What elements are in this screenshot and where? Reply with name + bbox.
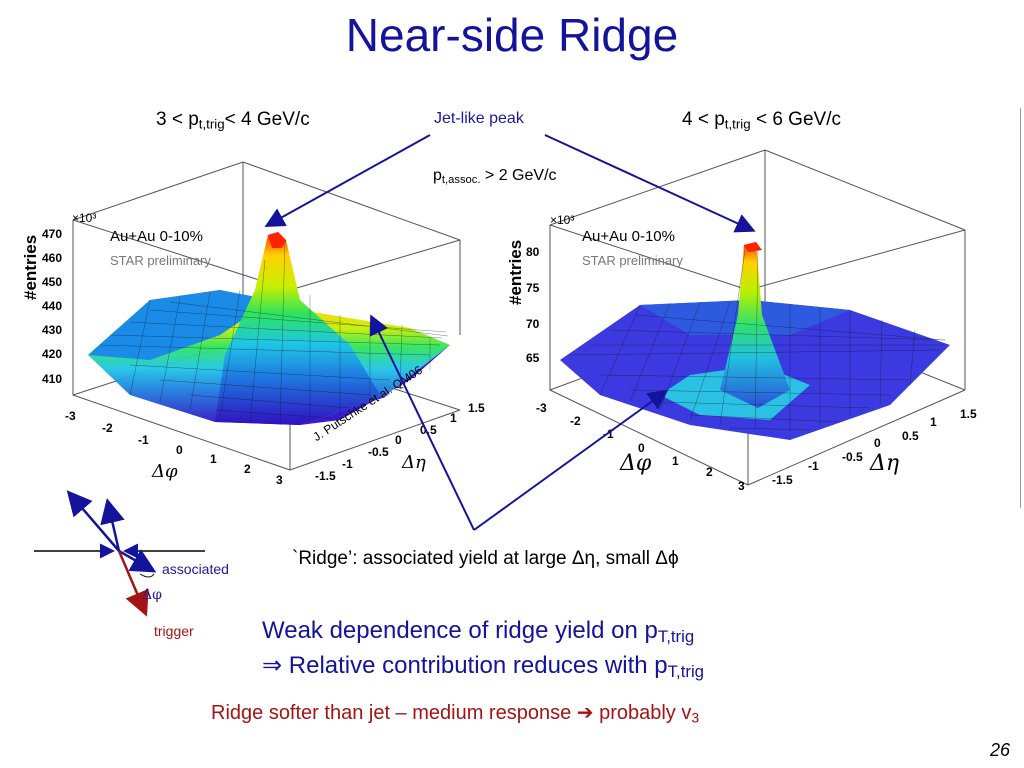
right-yticks: 80 75 70 65 bbox=[526, 245, 540, 365]
etick: 1.5 bbox=[468, 401, 485, 415]
associated-label: associated bbox=[162, 561, 229, 577]
left-prelim: STAR preliminary bbox=[110, 253, 211, 268]
etick: -1.5 bbox=[315, 469, 336, 483]
right-arrow-icon: ➔ bbox=[576, 702, 594, 724]
page-number: 26 bbox=[990, 740, 1011, 760]
left-plot-svg: 470 460 450 440 430 420 410 ×10³ #entrie… bbox=[21, 161, 485, 487]
ytick: 65 bbox=[526, 351, 540, 365]
jet-arrow-left bbox=[264, 134, 431, 227]
trigger-label: trigger bbox=[154, 623, 194, 639]
xtick: 3 bbox=[738, 479, 745, 493]
etick: -1.5 bbox=[772, 473, 793, 487]
xtick: 2 bbox=[706, 465, 713, 479]
left-yticks: 470 460 450 440 430 420 410 bbox=[42, 227, 62, 386]
relative-contribution-line: ⇒ Relative contribution reduces with pT,… bbox=[262, 652, 705, 682]
xtick: -2 bbox=[102, 421, 113, 435]
etick: 1.5 bbox=[960, 407, 977, 421]
jet-arrow-right bbox=[544, 134, 756, 233]
right-ylabel: #entries bbox=[506, 240, 525, 305]
etick: 1 bbox=[930, 415, 937, 429]
right-dphi-label: Δφ bbox=[619, 451, 652, 476]
etick: -1 bbox=[342, 457, 353, 471]
left-dphi-label: Δφ bbox=[151, 461, 178, 482]
trigger-diagram bbox=[34, 490, 205, 617]
ytick: 420 bbox=[42, 347, 62, 361]
left-ylabel: #entries bbox=[21, 235, 40, 300]
ytick: 440 bbox=[42, 299, 62, 313]
weak-dependence-line: Weak dependence of ridge yield on pT,tri… bbox=[262, 617, 695, 647]
dphi-label: Δφ bbox=[142, 587, 162, 603]
left-deta-label: Δη bbox=[401, 452, 426, 473]
right-deta-ticks: -1.5 -1 -0.5 0 0.5 1 1.5 bbox=[772, 407, 977, 487]
ridge-arrow-right bbox=[473, 389, 669, 531]
xtick: 0 bbox=[176, 443, 183, 457]
ridge-arrow-left bbox=[369, 314, 475, 531]
xtick: -3 bbox=[536, 401, 547, 415]
ytick: 70 bbox=[526, 317, 540, 331]
left-legend: Au+Au 0-10% bbox=[110, 228, 203, 245]
etick: 1 bbox=[450, 411, 457, 425]
left-lego-plot: 470 460 450 440 430 420 410 ×10³ #entrie… bbox=[10, 140, 490, 500]
xtick: -2 bbox=[570, 414, 581, 428]
ytick: 430 bbox=[42, 323, 62, 337]
xtick: 1 bbox=[210, 452, 217, 466]
etick: -0.5 bbox=[842, 450, 863, 464]
ytick: 470 bbox=[42, 227, 62, 241]
right-edge-divider bbox=[1020, 108, 1021, 508]
xtick: 0 bbox=[638, 441, 645, 455]
right-mesh bbox=[569, 247, 946, 432]
right-deta-label: Δη bbox=[869, 451, 899, 476]
right-panel-heading: 4 < pt,trig < 6 GeV/c bbox=[682, 109, 841, 132]
ytick: 460 bbox=[42, 251, 62, 265]
ytick: 410 bbox=[42, 372, 62, 386]
assoc-pt-label: pt,assoc. > 2 GeV/c bbox=[433, 167, 557, 186]
xtick: 2 bbox=[244, 462, 251, 476]
page-title: Near-side Ridge bbox=[345, 9, 679, 61]
left-panel-heading: 3 < pt,trig< 4 GeV/c bbox=[156, 109, 310, 132]
xtick: 3 bbox=[276, 473, 283, 487]
etick: 0.5 bbox=[902, 429, 919, 443]
ytick: 450 bbox=[42, 275, 62, 289]
ytick: 80 bbox=[526, 245, 540, 259]
right-prelim: STAR preliminary bbox=[582, 253, 683, 268]
xtick: -3 bbox=[65, 409, 76, 423]
xtick: 1 bbox=[672, 454, 679, 468]
jet-like-peak-label: Jet-like peak bbox=[434, 110, 524, 127]
etick: -1 bbox=[808, 459, 819, 473]
right-legend: Au+Au 0-10% bbox=[582, 228, 675, 245]
etick: -0.5 bbox=[368, 445, 389, 459]
ridge-definition: `Ridge’: associated yield at large Δη, s… bbox=[292, 548, 679, 569]
etick: 0 bbox=[874, 436, 881, 450]
left-mesh bbox=[99, 239, 449, 426]
xtick: -1 bbox=[138, 433, 149, 447]
left-surface bbox=[88, 232, 450, 425]
right-exponent: ×10³ bbox=[550, 213, 574, 227]
left-exponent: ×10³ bbox=[72, 211, 96, 225]
ytick: 75 bbox=[526, 281, 540, 295]
ridge-softer-line: Ridge softer than jet – medium response … bbox=[211, 702, 700, 726]
etick: 0 bbox=[395, 433, 402, 447]
left-dphi-ticks: -3 -2 -1 0 1 2 3 bbox=[65, 409, 283, 487]
